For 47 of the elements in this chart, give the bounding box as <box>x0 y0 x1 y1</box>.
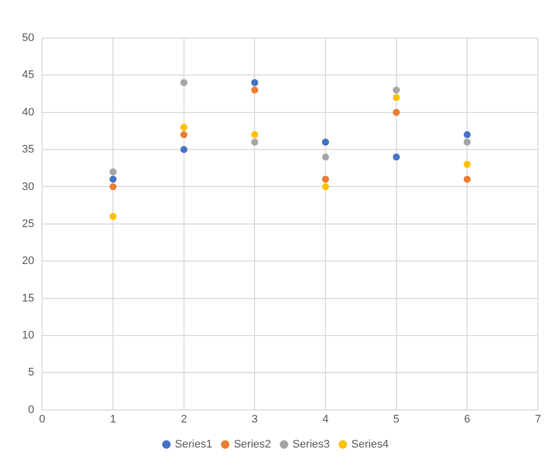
y-tick-label: 40 <box>22 106 34 118</box>
y-tick-label: 0 <box>28 404 34 416</box>
x-tick-label: 4 <box>322 413 329 426</box>
point <box>180 131 188 138</box>
point <box>322 153 330 160</box>
point <box>180 146 188 154</box>
point <box>392 108 400 116</box>
point <box>322 176 330 183</box>
point <box>392 94 400 101</box>
point <box>392 86 400 94</box>
x-tick-label: 5 <box>393 413 400 426</box>
legend-label: Series1 <box>174 438 212 451</box>
x-tick-label: 1 <box>110 413 116 426</box>
y-tick-label: 20 <box>22 255 34 268</box>
y-tick-label: 15 <box>22 292 34 304</box>
y-tick-label: 30 <box>22 180 34 193</box>
y-tick-label: 5 <box>28 366 34 379</box>
y-tick-label: 10 <box>22 329 34 342</box>
point <box>464 138 471 146</box>
point <box>392 153 400 160</box>
point <box>251 138 258 146</box>
x-tick-label: 7 <box>534 413 542 426</box>
x-tick-label: 2 <box>180 413 187 426</box>
y-tick-label: 45 <box>22 69 34 82</box>
point <box>464 131 471 138</box>
point <box>110 168 117 176</box>
point <box>251 131 258 138</box>
point <box>322 138 330 146</box>
point <box>110 183 117 190</box>
point <box>110 176 117 183</box>
point <box>110 212 117 220</box>
legend-label: Series3 <box>292 438 330 451</box>
y-tick-label: 50 <box>22 32 34 44</box>
point <box>464 176 471 183</box>
point <box>464 160 471 168</box>
legend-label: Series4 <box>351 438 389 451</box>
y-tick-label: 25 <box>22 218 34 230</box>
point <box>322 183 330 190</box>
x-tick-label: 3 <box>252 413 258 426</box>
x-tick-label: 6 <box>464 413 470 426</box>
point <box>180 79 188 86</box>
y-tick-label: 35 <box>22 144 34 156</box>
point <box>180 124 188 131</box>
point <box>251 79 258 86</box>
legend-label: Series2 <box>234 438 271 451</box>
x-tick-label: 0 <box>39 413 46 426</box>
point <box>251 86 258 94</box>
